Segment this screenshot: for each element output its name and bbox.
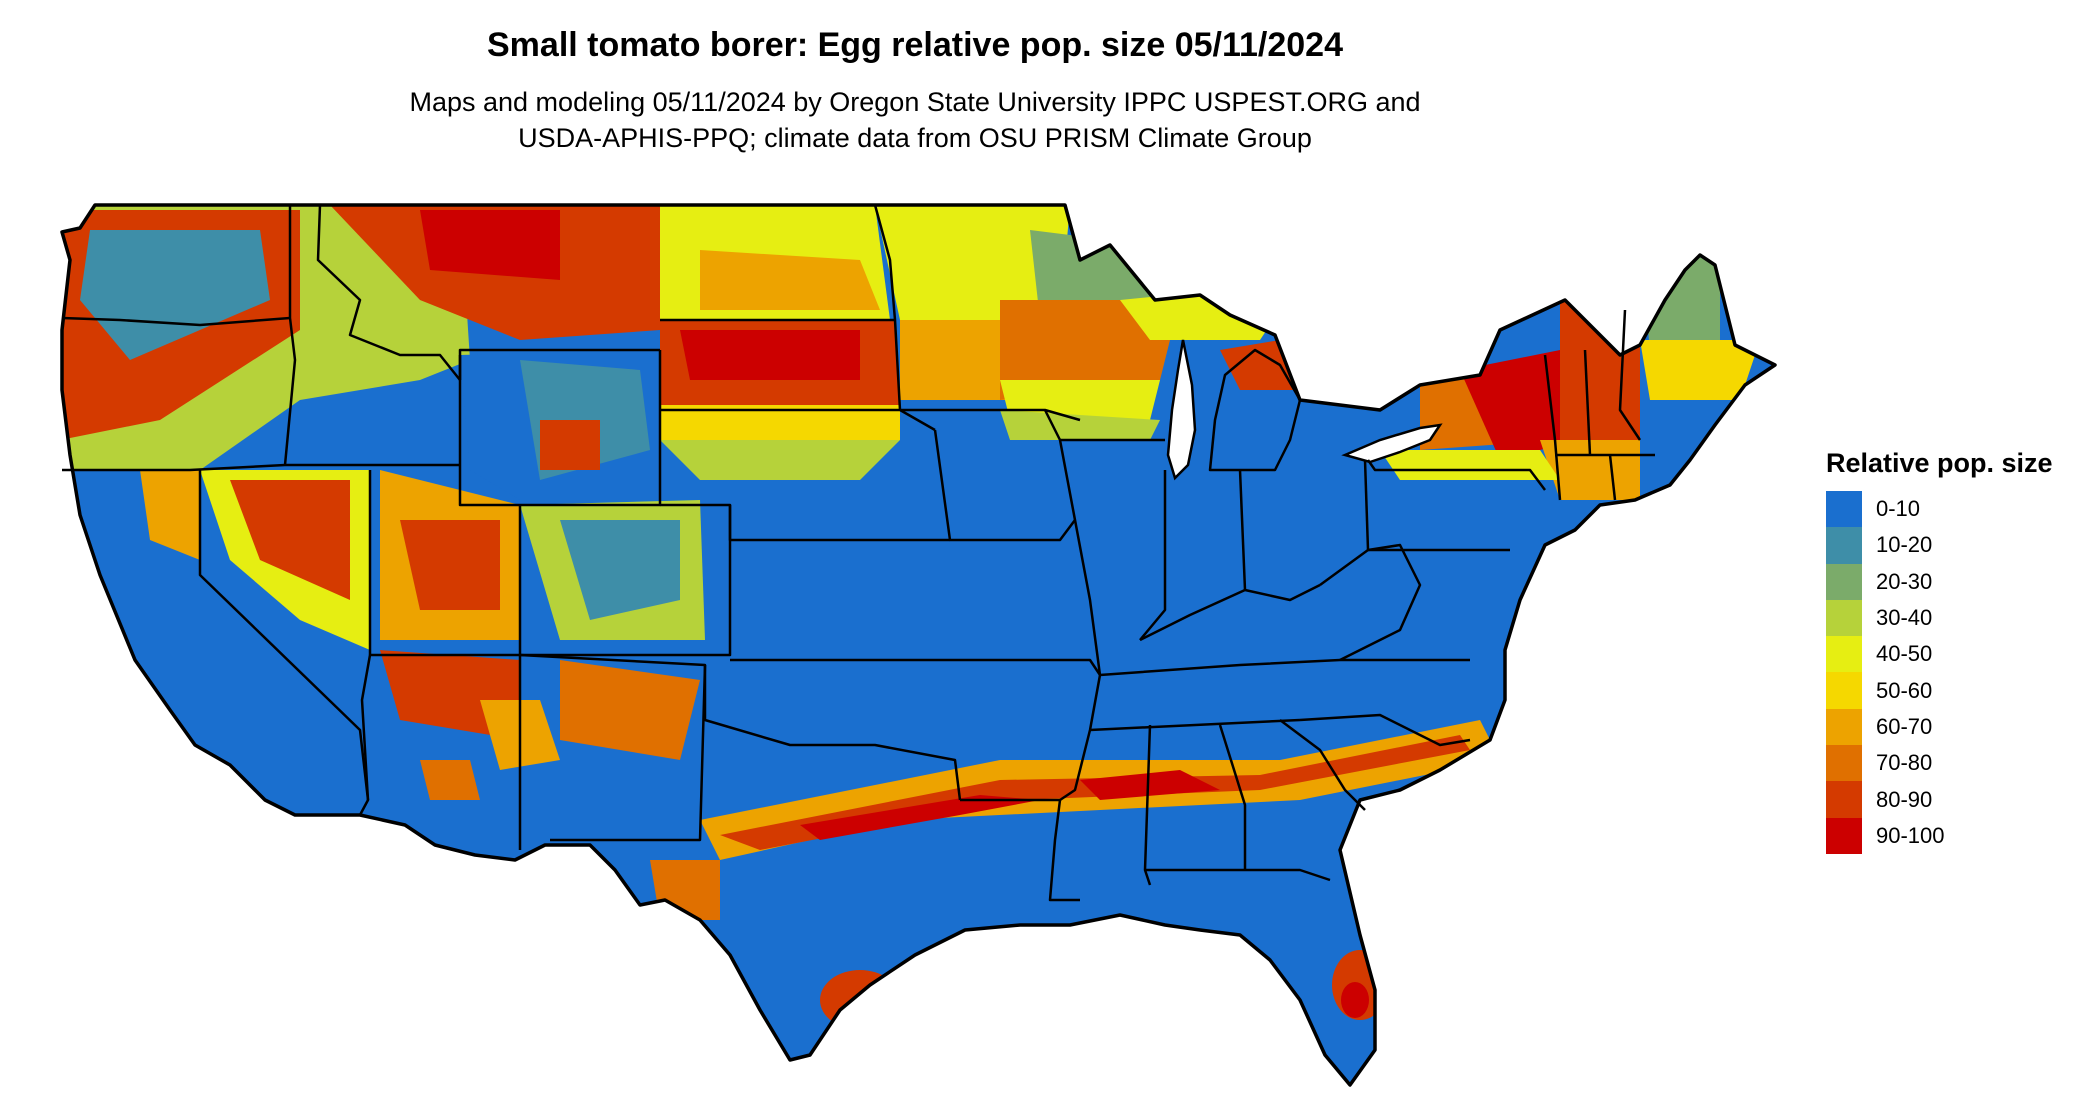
border-az [358,654,372,816]
border-vt-nh [1583,349,1592,456]
legend-item: 30-40 [1826,599,2053,637]
border-mo-ar [955,658,1102,676]
legend-item: 10-20 [1826,527,2053,564]
legend-items: 0-10 10-20 20-30 30-40 40-50 50-60 60-70 70-80 8… [1826,491,2053,854]
patch-texas-oklahoma [800,795,1040,840]
border-in-oh [1238,469,1247,591]
legend-swatch [1826,491,1862,528]
legend-item: 40-50 [1826,636,2053,673]
border-il-in [1139,470,1167,641]
legend-swatch [1826,563,1862,600]
patch-maine-coast [1640,340,1760,400]
border-or-ca [62,463,286,472]
patch-wisconsin [1000,300,1180,400]
legend-label: 70-80 [1876,750,1933,776]
border-nm-tx [519,653,707,842]
patch-utah-core [400,520,500,610]
border-ny-vt [1543,354,1562,501]
border-co [520,503,732,657]
michigan-lower-peninsula [1208,348,1302,472]
patch-pennsylvania-north [1380,450,1560,480]
border-id-mt [316,204,461,381]
lake-michigan [1166,339,1197,481]
border-nh-me [1618,309,1642,441]
patch-new-mexico [560,660,700,760]
legend-item: 70-80 [1826,745,2053,782]
legend-label: 0-10 [1876,496,1921,522]
border-ms-tn [1089,718,1301,732]
map-title: Small tomato borer: Egg relative pop. si… [487,26,1343,64]
patch-sd-south [660,405,900,440]
patch-nevada-core [230,480,350,600]
legend-item: 80-90 [1826,781,2053,818]
patch-mississippi-belt [1080,770,1220,800]
patch-montana-core [420,210,560,280]
legend-item: 60-70 [1826,708,2053,746]
map-subtitle: Maps and modeling 05/11/2024 by Oregon S… [0,84,1830,156]
population-patches [62,205,1760,1030]
border-ky-tn [1099,658,1470,677]
border-oh-ky [1139,583,1321,642]
state-boundaries [60,203,1777,1087]
legend-item: 20-30 [1826,563,2053,600]
border-mississippi-river [1043,409,1102,802]
patch-maine-north [1640,250,1720,350]
legend-swatch [1826,745,1862,782]
legend-swatch [1826,781,1862,818]
subtitle-line-2: USDA-APHIS-PPQ; climate data from OSU PR… [518,123,1312,153]
patch-adirondacks [1460,350,1580,460]
border-sc-ga [1279,719,1366,811]
legend-item: 50-60 [1826,672,2053,709]
great-lakes [1166,339,1443,481]
legend-label: 10-20 [1876,532,1933,558]
legend-label: 50-60 [1876,677,1933,703]
patch-minnesota-north [875,205,1070,320]
patch-florida-core [1341,982,1369,1018]
legend-swatch [1826,708,1862,746]
legend-label: 40-50 [1876,641,1933,667]
legend-swatch [1826,672,1862,709]
border-al-ga [1218,724,1247,870]
legend-label: 90-100 [1876,822,1945,848]
patch-colorado-mid [560,520,680,620]
legend-swatch [1826,636,1862,673]
patch-sd-core [680,330,860,380]
border-ct-ri [1608,454,1617,501]
border-ok-tx [703,665,962,801]
legend-label: 30-40 [1876,605,1933,631]
patch-new-england [1560,290,1640,450]
patch-nd-south [700,250,880,310]
border-nc-sc [1299,713,1471,747]
border-ia-mo [933,429,1076,542]
patch-sierra [140,470,200,560]
border-id-west [283,205,297,466]
border-oh-pa [1363,459,1370,551]
patch-nebraska-north [660,440,900,480]
legend-title: Relative pop. size [1826,448,2053,478]
border-la-ms [1048,799,1080,902]
border-nv-ca [198,470,370,801]
subtitle-line-1: Maps and modeling 05/11/2024 by Oregon S… [409,87,1421,117]
legend-swatch [1826,599,1862,637]
patch-arizona-south [420,760,480,800]
legend: Relative pop. size 0-10 10-20 20-30 30-40 40… [1826,448,2053,854]
legend-label: 60-70 [1876,713,1933,739]
border-dakotas-mn [873,204,902,411]
legend-label: 80-90 [1876,786,1933,812]
border-ne-ks [728,505,950,542]
patch-wisconsin-edge [1000,410,1160,440]
border-wa-or [61,316,291,327]
border-wv [1319,543,1422,662]
lake-erie [1341,423,1443,464]
legend-swatch [1826,527,1862,564]
patch-wyoming-south [540,420,600,470]
patch-cascades [80,230,270,360]
legend-swatch [1826,817,1862,854]
legend-label: 20-30 [1876,568,1933,594]
legend-item: 90-100 [1826,817,2053,854]
legend-item: 0-10 [1826,491,2053,528]
border-ga-fl [1145,868,1331,882]
border-pa-ny [1366,459,1546,491]
